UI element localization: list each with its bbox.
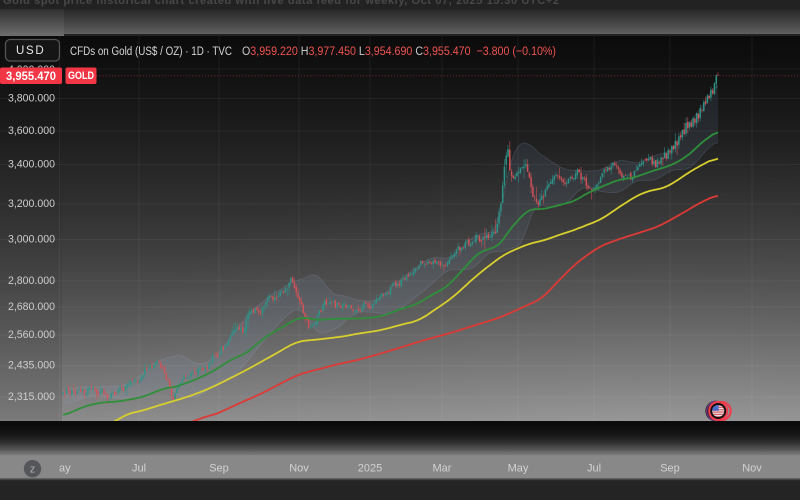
svg-text:USD: USD bbox=[16, 45, 45, 57]
svg-text:3,955.470: 3,955.470 bbox=[6, 69, 56, 83]
svg-text:GOLD: GOLD bbox=[68, 70, 94, 82]
svg-text:Sep: Sep bbox=[660, 463, 680, 475]
svg-text:2,680.000: 2,680.000 bbox=[8, 301, 55, 313]
svg-text:CFDs on Gold (US$ / OZ) · 1D ·: CFDs on Gold (US$ / OZ) · 1D · TVC bbox=[70, 44, 232, 58]
svg-text:Mar: Mar bbox=[433, 463, 452, 475]
svg-text:2,560.000: 2,560.000 bbox=[8, 329, 55, 341]
svg-text:Gold spot price historical cha: Gold spot price historical chart created… bbox=[3, 0, 560, 7]
svg-text:O3,959.220 H3,977.450 L3,954.6: O3,959.220 H3,977.450 L3,954.690 C3,955.… bbox=[242, 44, 556, 58]
svg-text:Nov: Nov bbox=[289, 463, 309, 475]
svg-text:2,315.000: 2,315.000 bbox=[8, 391, 55, 403]
svg-text:2,435.000: 2,435.000 bbox=[8, 360, 55, 372]
svg-text:Sep: Sep bbox=[209, 463, 229, 475]
svg-text:2,800.000: 2,800.000 bbox=[8, 275, 55, 287]
svg-text:3,200.000: 3,200.000 bbox=[8, 198, 55, 210]
svg-text:3,000.000: 3,000.000 bbox=[8, 234, 55, 246]
svg-text:Jul: Jul bbox=[587, 463, 601, 475]
svg-text:Nov: Nov bbox=[742, 463, 762, 475]
svg-text:3,400.000: 3,400.000 bbox=[8, 159, 55, 171]
svg-text:Jul: Jul bbox=[132, 463, 146, 475]
svg-text:ay: ay bbox=[59, 463, 71, 475]
svg-text:3,800.000: 3,800.000 bbox=[8, 93, 55, 105]
svg-text:3,600.000: 3,600.000 bbox=[8, 125, 55, 137]
svg-text:2025: 2025 bbox=[358, 463, 382, 475]
svg-text:May: May bbox=[508, 463, 529, 475]
svg-text:z: z bbox=[30, 463, 36, 475]
